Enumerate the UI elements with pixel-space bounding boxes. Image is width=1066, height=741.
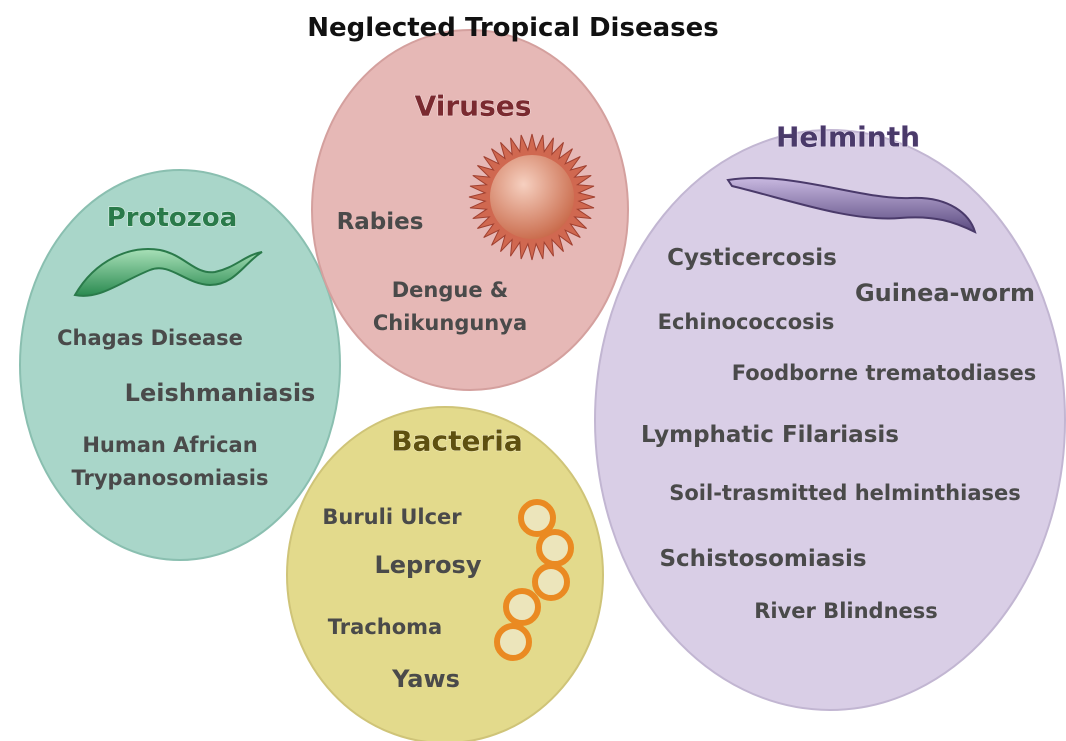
- disease-name: Foodborne trematodiases: [732, 361, 1037, 385]
- group-label: Helminth: [776, 121, 920, 154]
- disease-name: Echinococcosis: [658, 310, 835, 334]
- disease-name: Chagas Disease: [57, 326, 243, 350]
- disease-name: Rabies: [337, 209, 424, 235]
- disease-name: Yaws: [391, 665, 460, 693]
- disease-name: Guinea-worm: [855, 279, 1035, 307]
- page: Neglected Tropical Diseases Protozoa Chag…: [0, 0, 1066, 741]
- disease-name: Soil-trasmitted helminthiases: [669, 481, 1021, 505]
- disease-name: Leishmaniasis: [125, 379, 316, 407]
- helminth-ellipse: [595, 130, 1065, 710]
- disease-name: Trachoma: [328, 615, 442, 639]
- diagram: Neglected Tropical Diseases Protozoa Chag…: [0, 0, 1066, 741]
- virus-core: [490, 155, 574, 239]
- disease-name: Schistosomiasis: [659, 546, 866, 572]
- disease-name: Human African: [82, 433, 257, 457]
- disease-name: Trypanosomiasis: [71, 466, 268, 490]
- disease-name: River Blindness: [754, 599, 938, 623]
- disease-name: Buruli Ulcer: [322, 505, 462, 529]
- disease-name: Cysticercosis: [667, 245, 837, 271]
- disease-name: Chikungunya: [373, 311, 527, 335]
- disease-name: Dengue &: [392, 278, 508, 302]
- disease-name: Leprosy: [374, 551, 481, 579]
- group-label: Viruses: [415, 90, 532, 123]
- group-label: Protozoa: [107, 203, 238, 233]
- disease-name: Lymphatic Filariasis: [641, 422, 899, 448]
- title: Neglected Tropical Diseases: [307, 13, 718, 43]
- group-label: Bacteria: [391, 425, 523, 458]
